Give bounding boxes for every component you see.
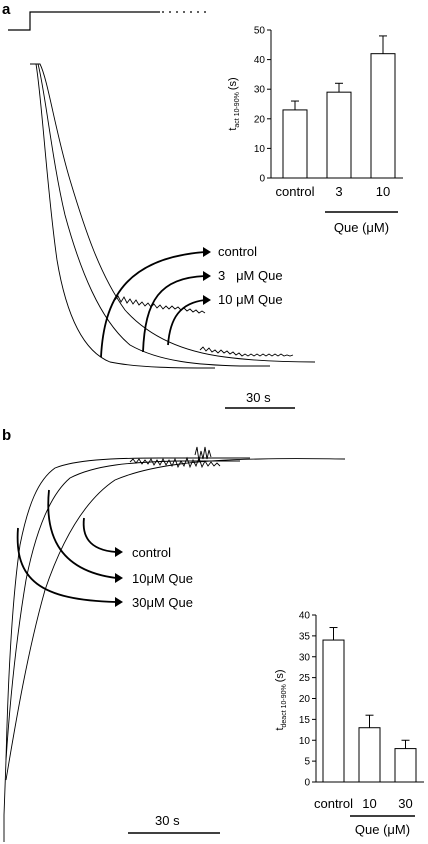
y-tick-label: 50 bbox=[254, 26, 266, 37]
panel-b-trace-control bbox=[5, 458, 346, 781]
category-label: 30 bbox=[398, 796, 412, 811]
panel-b-trace-10uM bbox=[5, 460, 240, 761]
panel-a-arrowheads bbox=[203, 247, 211, 305]
panel-a-arrow-control bbox=[100, 251, 206, 358]
y-label-unit: (s) bbox=[274, 669, 286, 682]
bar-10 bbox=[370, 53, 396, 179]
y-label-unit: (s) bbox=[227, 77, 239, 90]
y-tick-label: 20 bbox=[299, 694, 311, 705]
y-tick-label: 10 bbox=[299, 736, 311, 747]
panel-a-label-10uM: 10 μM Que bbox=[218, 292, 283, 307]
bar-control bbox=[282, 109, 308, 179]
y-tick-label: 40 bbox=[254, 55, 266, 66]
panel-a-protocol-step bbox=[8, 11, 210, 31]
panel-b-arrowheads bbox=[115, 547, 123, 607]
panel-a-trace-10uM bbox=[30, 63, 216, 369]
panel-b-label-10uM: 10μM Que bbox=[132, 571, 193, 586]
y-tick-label: 35 bbox=[299, 631, 311, 642]
y-tick-label: 20 bbox=[254, 114, 266, 125]
panel-b-label-control: control bbox=[132, 545, 171, 560]
panel-b-trace-30uM bbox=[3, 457, 250, 842]
category-label: 10 bbox=[362, 796, 376, 811]
panel-a-label-control: control bbox=[218, 244, 257, 259]
y-label-sub: deact 10-90% bbox=[281, 684, 288, 727]
y-label-sub: act 10-90% bbox=[234, 92, 241, 127]
panel-a-bar-chart: 0 10 20 30 40 50 control 3 10 Que (μM) tact 10-90%… bbox=[227, 26, 403, 235]
bar-control bbox=[322, 639, 345, 783]
bar-10 bbox=[358, 727, 381, 783]
panel-a-arrows bbox=[100, 251, 206, 358]
panel-b-arrow-10uM bbox=[47, 489, 117, 579]
y-tick-label: 30 bbox=[254, 85, 266, 96]
group-label: Que (μM) bbox=[355, 822, 410, 837]
panel-b-scale-label: 30 s bbox=[155, 813, 180, 828]
category-label: control bbox=[275, 184, 314, 199]
y-tick-label: 0 bbox=[304, 778, 310, 789]
panel-a-label: a bbox=[2, 1, 11, 18]
panel-a-trace-control bbox=[30, 63, 316, 363]
panel-a-label-3uM: 3 μM Que bbox=[218, 268, 283, 283]
panel-a-traces bbox=[30, 63, 316, 369]
panel-a-scale-label: 30 s bbox=[246, 390, 271, 405]
y-tick-label: 30 bbox=[299, 652, 311, 663]
panel-b-arrows bbox=[16, 489, 117, 603]
panel-b-arrow-control bbox=[82, 517, 117, 553]
panel-a-trace-3uM bbox=[30, 63, 270, 367]
y-axis-label: tdeact 10-90% (s) bbox=[274, 669, 288, 730]
category-label: 10 bbox=[376, 184, 390, 199]
y-tick-label: 5 bbox=[304, 757, 310, 768]
y-tick-label: 40 bbox=[299, 611, 311, 622]
y-tick-label: 15 bbox=[299, 715, 311, 726]
bar-3 bbox=[326, 91, 352, 179]
panel-b-arrow-30uM bbox=[16, 527, 117, 603]
panel-a-arrow-10uM bbox=[167, 299, 206, 346]
y-tick-label: 0 bbox=[259, 174, 265, 185]
panel-b-traces bbox=[3, 446, 346, 842]
y-axis-label: tact 10-90% (s) bbox=[227, 77, 241, 130]
panel-b-bar-chart: 0 5 10 15 20 25 30 35 40 control 10 30 Que (μM) tdeac… bbox=[274, 611, 424, 837]
y-tick-label: 25 bbox=[299, 673, 311, 684]
bar-30 bbox=[394, 748, 417, 783]
panel-a-arrow-3uM bbox=[142, 275, 206, 353]
y-label-main: t bbox=[227, 128, 239, 131]
group-label: Que (μM) bbox=[334, 220, 389, 235]
panel-b-label: b bbox=[2, 427, 11, 444]
y-label-main: t bbox=[274, 727, 286, 730]
category-label: 3 bbox=[335, 184, 342, 199]
y-tick-label: 10 bbox=[254, 144, 266, 155]
category-label: control bbox=[314, 796, 353, 811]
panel-b-label-30uM: 30μM Que bbox=[132, 595, 193, 610]
